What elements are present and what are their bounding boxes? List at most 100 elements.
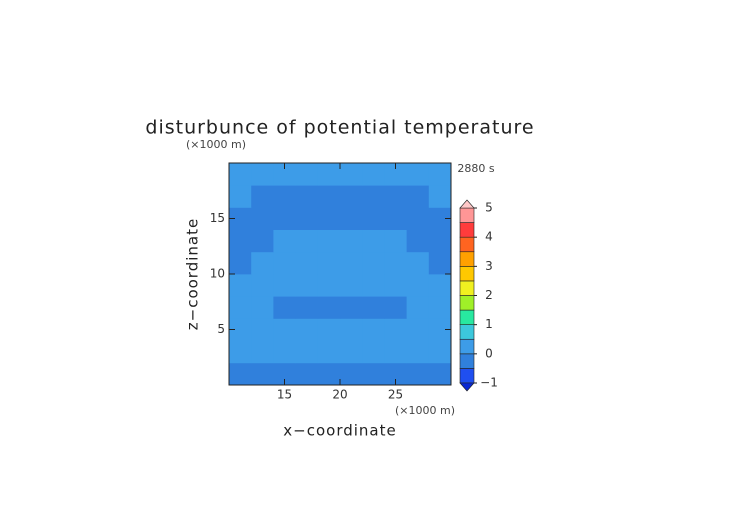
x-tick-label: 15 [277, 388, 292, 402]
contour-cell [295, 163, 319, 186]
contour-cell [295, 362, 319, 386]
contour-cell [362, 296, 385, 319]
contour-cell [362, 163, 385, 186]
contour-cell [295, 274, 319, 297]
colorbar-over [459, 199, 475, 209]
contour-cell [295, 185, 319, 208]
colorbar-band [459, 338, 475, 355]
contour-cell [229, 163, 252, 186]
contour-cell [428, 251, 452, 275]
colorbar-tick-label: 1 [485, 317, 493, 331]
contour-cell [229, 318, 252, 341]
contour-cell [340, 362, 363, 386]
contour-cell [428, 207, 452, 230]
contour-cell [428, 362, 452, 386]
contour-cell [317, 251, 341, 275]
y-tick-label: 15 [210, 211, 225, 225]
contour-cell [406, 318, 430, 341]
contour-cell [428, 185, 452, 208]
contour-cell [295, 340, 319, 364]
contour-cell [406, 185, 430, 208]
contour-cell [384, 340, 407, 364]
contour-cell [295, 229, 319, 253]
contour-cell [229, 251, 252, 275]
x-unit: (×1000 m) [395, 404, 455, 417]
x-tick-label: 25 [388, 388, 403, 402]
colorbar-under [459, 382, 475, 392]
contour-cell [406, 340, 430, 364]
contour-cell [406, 163, 430, 186]
colorbar-band [459, 324, 475, 340]
contour-cell [273, 163, 296, 186]
contour-cell [251, 274, 274, 297]
contour-cell [340, 185, 363, 208]
contour-cell [340, 274, 363, 297]
x-tick-label: 20 [332, 388, 347, 402]
contour-cell [362, 340, 385, 364]
colorbar-band [459, 353, 475, 369]
contour-cell [384, 185, 407, 208]
contour-cell [340, 229, 363, 253]
contour-cell [384, 251, 407, 275]
contour-cell [295, 251, 319, 275]
colorbar-tick-label: 5 [485, 201, 493, 215]
contour-cell [229, 274, 252, 297]
contour-cell [340, 207, 363, 230]
contour-cell [362, 318, 385, 341]
contour-cell [406, 362, 430, 386]
contour-cell [295, 318, 319, 341]
contour-cell [406, 229, 430, 253]
contour-cell [273, 362, 296, 386]
x-axis-label: x−coordinate [283, 422, 396, 440]
colorbar-tick-label: 3 [485, 259, 493, 273]
contour-cell [273, 207, 296, 230]
contour-cell [317, 207, 341, 230]
contour-cell [406, 251, 430, 275]
contour-cell [340, 340, 363, 364]
contour-cell [340, 251, 363, 275]
contour-cell [384, 296, 407, 319]
contour-cell [362, 207, 385, 230]
colorbar-band [459, 280, 475, 296]
y-tick-label: 5 [217, 322, 225, 336]
contour-cell [317, 163, 341, 186]
chart-title: disturbunce of potential temperature [145, 117, 534, 139]
colorbar-band [459, 309, 475, 325]
colorbar-tick-label: 0 [485, 346, 493, 360]
contour-cell [317, 274, 341, 297]
contour-cell [406, 207, 430, 230]
contour-cell [317, 185, 341, 208]
colorbar-band [459, 222, 475, 238]
contour-cell [251, 362, 274, 386]
contour-cell [229, 229, 252, 253]
contour-cell [273, 296, 296, 319]
contour-cell [273, 185, 296, 208]
colorbar-band [459, 251, 475, 267]
contour-cell [273, 274, 296, 297]
colorbar-band [459, 266, 475, 282]
contour-cell [428, 274, 452, 297]
contour-cell [251, 207, 274, 230]
contour-cell [295, 296, 319, 319]
contour-cell [362, 185, 385, 208]
contour-cell [384, 163, 407, 186]
contour-cell [317, 296, 341, 319]
contour-cell [384, 274, 407, 297]
contour-cell [317, 340, 341, 364]
colorbar-band [459, 368, 475, 384]
contour-cell [362, 362, 385, 386]
contour-cell [362, 229, 385, 253]
contour-cell [428, 318, 452, 341]
colorbar-band [459, 295, 475, 311]
contour-cell [273, 251, 296, 275]
y-unit: (×1000 m) [186, 138, 246, 151]
contour-cell [229, 207, 252, 230]
contour-cell [251, 340, 274, 364]
contour-cell [384, 229, 407, 253]
contour-cell [362, 251, 385, 275]
contour-cell [251, 229, 274, 253]
contour-cell [340, 296, 363, 319]
contour-cell [273, 318, 296, 341]
time-label: 2880 s [457, 162, 494, 175]
